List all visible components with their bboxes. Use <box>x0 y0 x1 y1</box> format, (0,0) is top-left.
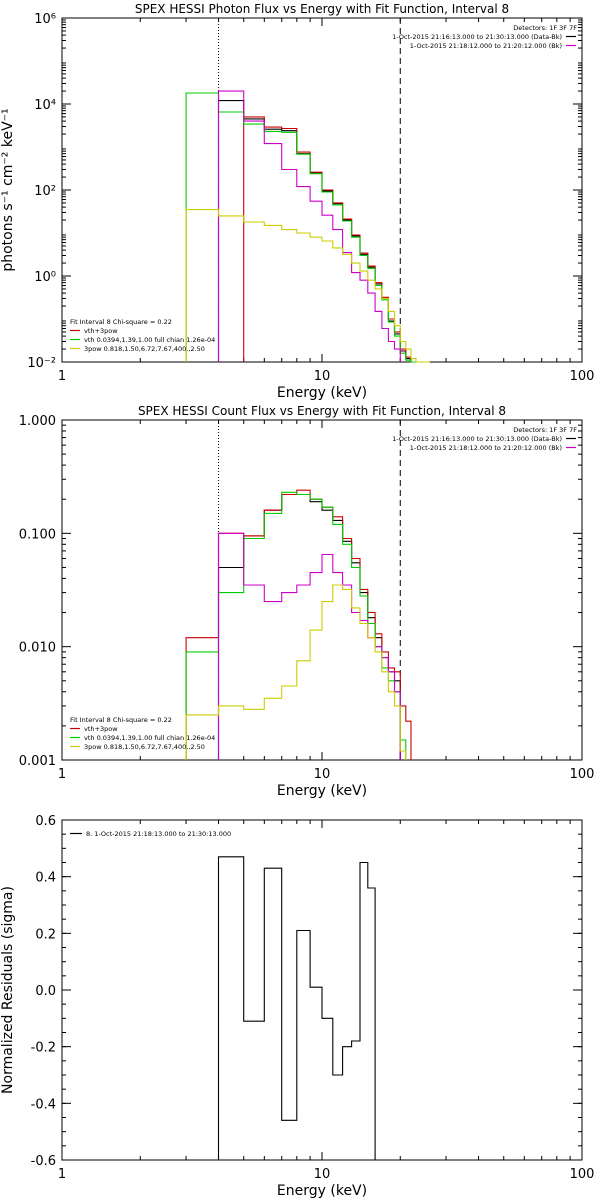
y-tick-label: 1.000 <box>19 414 56 429</box>
chart-panel-2: SPEX HESSI Count Flux vs Energy with Fit… <box>19 404 595 799</box>
legend-detectors: Detectors: 1F 3F 7F <box>513 24 577 32</box>
series-1-line <box>217 493 401 760</box>
x-tick-label: 1 <box>58 369 66 384</box>
y-tick-label: 0.001 <box>19 754 56 769</box>
x-tick-label: 10 <box>314 369 331 384</box>
y-tick-label: 0.6 <box>35 814 56 829</box>
y-axis-label: Normalized Residuals (sigma) <box>0 886 16 1094</box>
x-tick-label: 10 <box>314 1167 331 1182</box>
y-tick-label: 0.0 <box>35 984 56 999</box>
y-axis-label: photons s⁻¹ cm⁻² keV⁻¹ <box>0 108 16 271</box>
legend-entry-text: 1-Oct-2015 21:16:13.000 to 21:30:13.000 … <box>392 33 562 41</box>
chart-panel-3: 1 10 100 Energy (keV) -0.6 -0.4 -0.2 0.0 0.2 0.4 0… <box>0 814 594 1199</box>
legend-entry-text: 1-Oct-2015 21:18:12.000 to 21:20:12.000 … <box>410 42 562 50</box>
y-tick-label: -0.2 <box>31 1041 56 1056</box>
y-tick-label: 0.010 <box>19 641 56 656</box>
legend-detectors: Detectors: 1F 3F 7F <box>513 426 577 434</box>
y-tick-label: -0.4 <box>31 1097 56 1112</box>
y-tick-label: 10⁴ <box>34 98 56 113</box>
series-4-line <box>217 532 401 760</box>
legend-fit-header: Fit Interval 8 Chi-square = 0.22 <box>70 318 172 326</box>
series-5-line <box>185 209 430 363</box>
x-tick-label: 10 <box>314 767 331 782</box>
x-axis-label: Energy (keV) <box>277 1183 367 1199</box>
legend-entry-text: 1-Oct-2015 21:16:13.000 to 21:30:13.000 … <box>392 435 562 443</box>
y-tick-label: -0.6 <box>31 1154 56 1169</box>
x-axis-label: Energy (keV) <box>277 783 367 799</box>
series-5-line <box>185 584 407 760</box>
x-tick-label: 100 <box>570 369 595 384</box>
legend-entry-text: vth 0.0394,1.39,1.00 full chian 1.26e-04 <box>84 734 215 742</box>
x-tick-label: 100 <box>570 767 595 782</box>
series-4-line <box>217 90 401 362</box>
legend-entry-text: vth 0.0394,1.39,1.00 full chian 1.26e-04 <box>84 336 215 344</box>
chart-title: SPEX HESSI Count Flux vs Energy with Fit… <box>138 404 506 418</box>
y-tick-label: 0.100 <box>19 527 56 542</box>
chart-title: SPEX HESSI Photon Flux vs Energy with Fi… <box>135 2 509 16</box>
y-tick-label: 0.4 <box>35 871 56 886</box>
legend-entry-text: 1-Oct-2015 21:18:12.000 to 21:20:12.000 … <box>410 444 562 452</box>
x-tick-label: 1 <box>58 767 66 782</box>
legend-entry-text: vth+3pow <box>84 725 118 733</box>
series-3-line <box>185 491 407 760</box>
legend-entry-text: vth+3pow <box>84 327 118 335</box>
y-tick-label: 10² <box>34 184 56 199</box>
series-2-line <box>185 489 412 760</box>
x-tick-label: 1 <box>58 1167 66 1182</box>
legend-entry-text: 8. 1-Oct-2015 21:18:13.000 to 21:30:13.0… <box>86 830 231 838</box>
legend-entry-text: 3pow 0.818,1.50,6.72,7.67,400.,2.50 <box>84 743 205 751</box>
y-tick-label: 10⁶ <box>34 12 56 27</box>
legend-entry-text: 3pow 0.818,1.50,6.72,7.67,400.,2.50 <box>84 345 205 353</box>
plot-frame <box>61 419 583 761</box>
y-tick-label: 0.2 <box>35 927 56 942</box>
chart-panel-1: SPEX HESSI Photon Flux vs Energy with Fi… <box>0 2 594 401</box>
series-1-line <box>217 856 395 1161</box>
x-tick-label: 100 <box>570 1167 595 1182</box>
y-tick-label: 10⁻² <box>27 356 56 371</box>
legend-fit-header: Fit Interval 8 Chi-square = 0.22 <box>70 716 172 724</box>
y-tick-label: 10⁰ <box>34 270 56 285</box>
x-axis-label: Energy (keV) <box>277 385 367 401</box>
series-1-line <box>217 100 421 363</box>
series-3-line <box>185 92 421 363</box>
